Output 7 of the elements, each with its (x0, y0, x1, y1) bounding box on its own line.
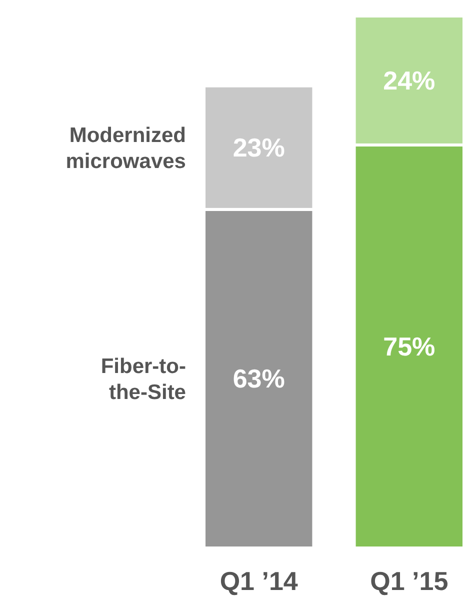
x-tick-label: Q1 ’14 (220, 566, 298, 596)
x-tick-label: Q1 ’15 (370, 566, 448, 596)
series-label: Fiber-to-the-Site (100, 355, 186, 404)
data-label: 24% (383, 65, 436, 96)
series-label: Modernized microwaves (66, 124, 186, 174)
data-label: 63% (232, 364, 285, 394)
data-label: 75% (383, 331, 436, 362)
